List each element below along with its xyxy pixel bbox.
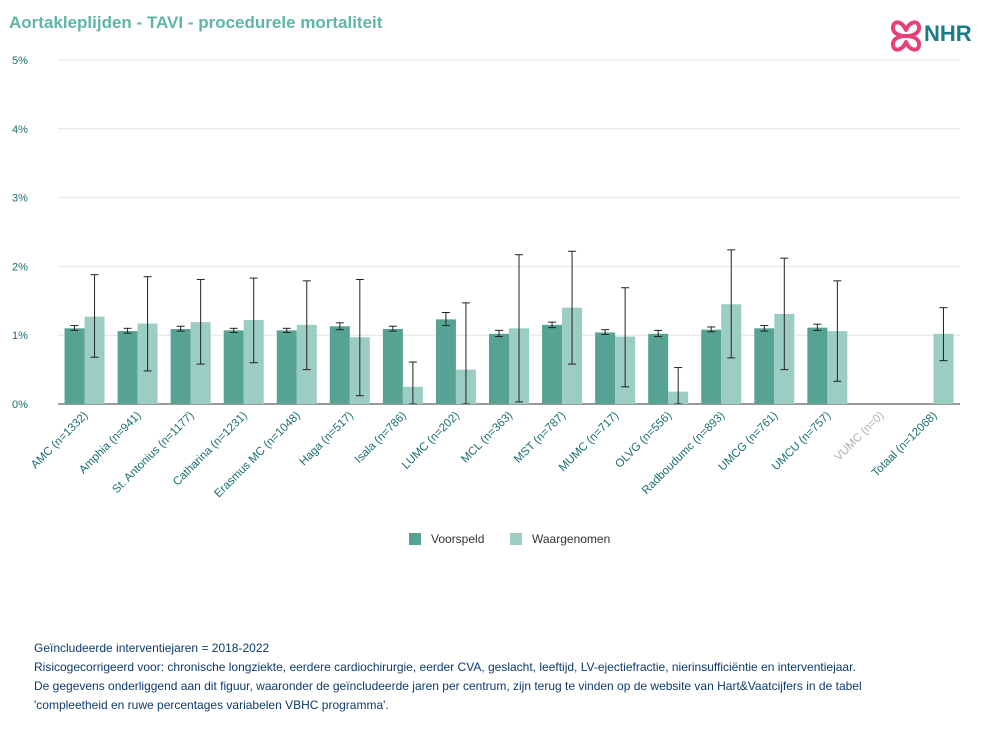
y-tick-label: 0% [12, 399, 28, 411]
legend-swatch-observed [510, 533, 522, 545]
y-tick-label: 3% [12, 193, 28, 205]
bar-predicted [382, 329, 403, 404]
legend-label-observed: Waargenomen [532, 532, 611, 546]
error-bar-observed [621, 287, 630, 388]
bar-predicted [648, 333, 669, 404]
x-tick-label: MST (n=787) [512, 410, 568, 466]
error-bar-observed [408, 361, 417, 405]
error-bar-observed [249, 277, 258, 364]
x-tick-label: LUMC (n=202) [400, 410, 462, 472]
x-tick-label: MCL (n=363) [459, 410, 515, 466]
error-bar-predicted [388, 325, 397, 332]
x-tick-label: OLVG (n=556) [613, 410, 674, 471]
y-tick-label: 2% [12, 261, 28, 273]
error-bar-predicted [760, 325, 769, 332]
bar-predicted [701, 329, 722, 404]
bar-predicted [754, 328, 775, 404]
legend-label-predicted: Voorspeld [431, 532, 485, 546]
error-bars [70, 249, 948, 405]
footnotes: Geïncludeerde interventiejaren = 2018-20… [34, 639, 964, 715]
error-bar-predicted [229, 327, 238, 333]
error-bar-observed [674, 367, 683, 405]
bar-predicted [170, 329, 191, 404]
x-tick-label: Isala (n=786) [353, 410, 409, 466]
error-bar-observed [515, 254, 523, 403]
error-bar-predicted [335, 322, 344, 331]
y-tick-label: 4% [12, 124, 28, 136]
y-tick-label: 1% [12, 330, 28, 342]
bars [64, 304, 954, 404]
error-bar-predicted [601, 329, 610, 336]
chart-title: Aortakleplijden - TAVI - procedurele mor… [9, 13, 383, 32]
bar-predicted [64, 328, 85, 404]
y-tick-label: 5% [12, 55, 28, 67]
error-bar-observed [780, 257, 789, 371]
x-tick-label: UMCU (n=757) [770, 410, 834, 474]
bar-observed [933, 333, 954, 404]
footnote-table-reference: 'compleetheid en ruwe percentages variab… [34, 698, 389, 712]
legend: Voorspeld Waargenomen [0, 532, 992, 550]
error-bar-observed [939, 307, 948, 362]
bar-predicted [276, 330, 297, 404]
bar-predicted [542, 324, 563, 404]
error-bar-observed [461, 302, 470, 405]
error-bar-observed [302, 280, 311, 371]
x-tick-label: Haga (n=517) [297, 410, 356, 469]
nhr-logo: NHR [888, 16, 984, 56]
bar-predicted [117, 331, 138, 404]
error-bar-predicted [70, 325, 79, 331]
footnote-data-source: De gegevens onderliggend aan dit figuur,… [34, 679, 862, 693]
error-bar-predicted [123, 327, 132, 334]
y-axis-ticks: 0% 1% 2% 3% 4% 5% [12, 55, 28, 411]
bar-predicted [489, 333, 509, 404]
error-bar-predicted [441, 311, 450, 327]
x-tick-label: VUMC (n=0) [833, 410, 887, 464]
error-bar-observed [90, 274, 99, 358]
bar-predicted [807, 327, 828, 404]
bar-observed [84, 316, 105, 404]
error-bar-predicted [548, 321, 557, 329]
bar-predicted [223, 330, 244, 404]
bar-predicted [595, 332, 616, 404]
legend-swatch-predicted [409, 533, 421, 545]
legend-item-predicted: Voorspeld [409, 532, 484, 546]
nhr-logo-text: NHR [924, 21, 972, 46]
error-bar-observed [143, 276, 152, 372]
bar-predicted [329, 326, 350, 404]
error-bar-observed [568, 250, 577, 365]
bar-predicted [435, 319, 456, 404]
error-bar-predicted [176, 325, 185, 332]
error-bar-observed [727, 249, 736, 359]
footnote-risk-adjustment: Risicogecorrigeerd voor: chronische long… [34, 660, 856, 674]
nhr-logo-icon [890, 20, 922, 52]
legend-item-observed: Waargenomen [510, 532, 610, 546]
x-axis-labels: AMC (n=1332)Amphia (n=941)St. Antonius (… [29, 410, 940, 501]
error-bar-predicted [707, 326, 716, 333]
bar-chart: 0% 1% 2% 3% 4% 5% AMC (n=1332)Amphia (n=941)S… [12, 55, 960, 501]
x-tick-label: Erasmus MC (n=1048) [212, 410, 303, 501]
error-bar-observed [355, 278, 364, 397]
error-bar-observed [196, 278, 205, 365]
footnote-years: Geïncludeerde interventiejaren = 2018-20… [34, 641, 270, 655]
error-bar-predicted [813, 323, 822, 331]
error-bar-predicted [495, 329, 503, 338]
error-bar-observed [833, 280, 842, 382]
error-bar-predicted [282, 327, 291, 333]
error-bar-predicted [654, 329, 663, 338]
